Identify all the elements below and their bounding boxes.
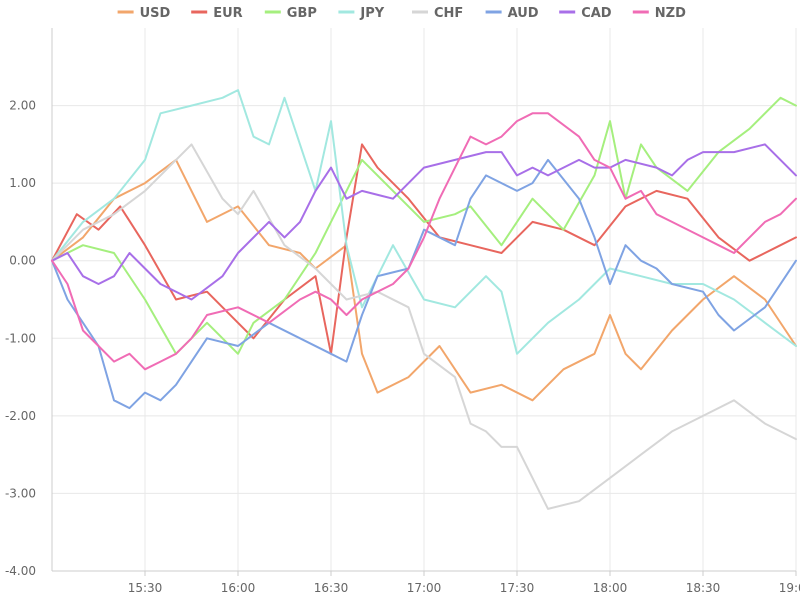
legend-label: CHF: [434, 6, 463, 21]
legend-item-chf[interactable]: CHF: [412, 6, 463, 21]
series-line-nzd: [51, 112, 797, 371]
series-lines: [51, 89, 797, 510]
legend-label: NZD: [655, 6, 686, 21]
x-tick-label: 15:30: [128, 581, 163, 595]
y-tick-label: -3.00: [5, 486, 36, 500]
x-tick-label: 19:00: [779, 581, 800, 595]
x-axis: 15:30 16:00 16:30 17:00 17:30 18:00 18:30 19:00: [128, 571, 800, 595]
x-tick-label: 16:30: [314, 581, 349, 595]
series-line-gbp: [51, 96, 797, 355]
legend-label: GBP: [287, 6, 317, 21]
y-tick-label: 0.00: [9, 254, 36, 268]
y-tick-label: -4.00: [5, 564, 36, 578]
series-line-chf: [51, 143, 797, 510]
x-tick-label: 16:00: [221, 581, 256, 595]
legend-item-eur[interactable]: EUR: [191, 6, 243, 21]
series-line-cad: [51, 143, 797, 301]
legend-label: EUR: [213, 6, 242, 21]
y-tick-label: 2.00: [9, 99, 36, 113]
legend-item-cad[interactable]: CAD: [559, 6, 612, 21]
series-line-aud: [51, 158, 797, 410]
x-tick-label: 18:30: [686, 581, 721, 595]
series-line-jpy: [51, 89, 797, 355]
legend-label: JPY: [359, 6, 384, 21]
x-tick-label: 18:00: [593, 581, 628, 595]
legend: USD EUR GBP JPY CHF AUD CAD NZD: [117, 6, 686, 21]
y-axis: 2.00 1.00 0.00 -1.00 -2.00 -3.00 -4.00: [5, 99, 36, 578]
legend-item-usd[interactable]: USD: [117, 6, 171, 21]
series-line-usd: [51, 158, 797, 402]
legend-item-aud[interactable]: AUD: [485, 6, 539, 21]
legend-item-gbp[interactable]: GBP: [264, 6, 317, 21]
legend-label: CAD: [581, 6, 612, 21]
series-line-eur: [51, 143, 797, 355]
y-tick-label: -2.00: [5, 409, 36, 423]
x-tick-label: 17:00: [407, 581, 442, 595]
y-tick-label: 1.00: [9, 176, 36, 190]
legend-item-jpy[interactable]: JPY: [338, 6, 385, 21]
y-tick-label: -1.00: [5, 331, 36, 345]
legend-label: USD: [140, 6, 171, 21]
legend-label: AUD: [508, 6, 539, 21]
x-tick-label: 17:30: [500, 581, 535, 595]
legend-item-nzd[interactable]: NZD: [632, 6, 686, 21]
